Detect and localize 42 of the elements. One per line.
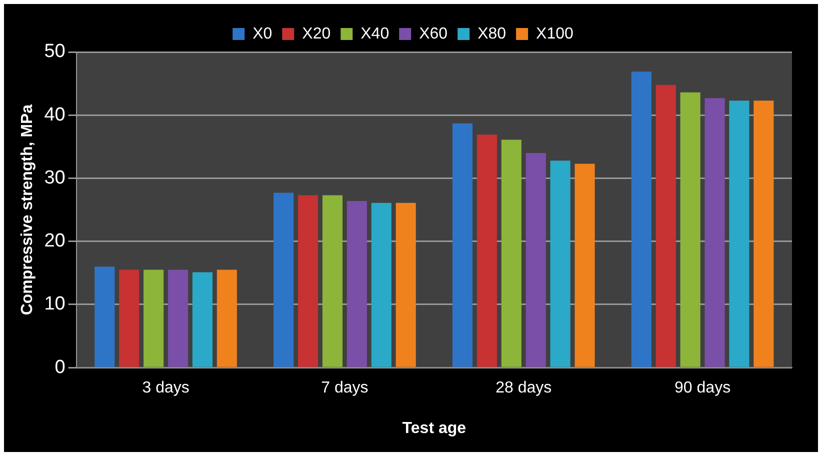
bar <box>119 270 140 367</box>
y-tick-label: 30 <box>44 167 66 188</box>
x-tick-label: 3 days <box>142 380 190 397</box>
bar <box>680 92 700 367</box>
bar <box>574 164 595 367</box>
y-tick-label: 10 <box>44 294 66 315</box>
bar <box>476 134 497 367</box>
y-tick-label: 40 <box>44 104 66 126</box>
bar <box>371 202 392 367</box>
bar <box>396 202 416 367</box>
bar <box>168 270 188 367</box>
legend-label: X20 <box>302 25 331 42</box>
bar <box>452 123 473 367</box>
bar <box>526 152 546 367</box>
bar <box>729 100 750 367</box>
legend-label: X0 <box>252 25 272 42</box>
bar <box>346 200 367 367</box>
bar <box>274 192 294 367</box>
bar <box>94 266 115 367</box>
bar <box>322 195 343 367</box>
x-tick-label: 28 days <box>496 380 552 397</box>
bar <box>704 98 725 367</box>
y-axis-title: Compressive strength, MPa <box>19 104 36 316</box>
x-axis-title: Test age <box>402 420 466 437</box>
legend-label: X100 <box>536 25 574 42</box>
bar <box>216 270 237 367</box>
legend-label: X60 <box>419 25 448 42</box>
legend-label: X40 <box>360 25 390 42</box>
bar <box>192 272 212 367</box>
y-tick-label: 50 <box>44 41 66 62</box>
y-tick-label: 0 <box>54 356 66 378</box>
bar <box>550 160 570 367</box>
bar <box>656 84 676 367</box>
x-tick-label: 7 days <box>321 380 368 397</box>
bar <box>631 72 652 367</box>
legend-label: X80 <box>478 25 506 42</box>
x-tick-label: 90 days <box>674 380 731 397</box>
bar <box>754 100 774 367</box>
bar <box>144 270 164 367</box>
bar <box>298 195 318 367</box>
y-tick-label: 20 <box>44 230 66 252</box>
bar <box>501 140 522 367</box>
